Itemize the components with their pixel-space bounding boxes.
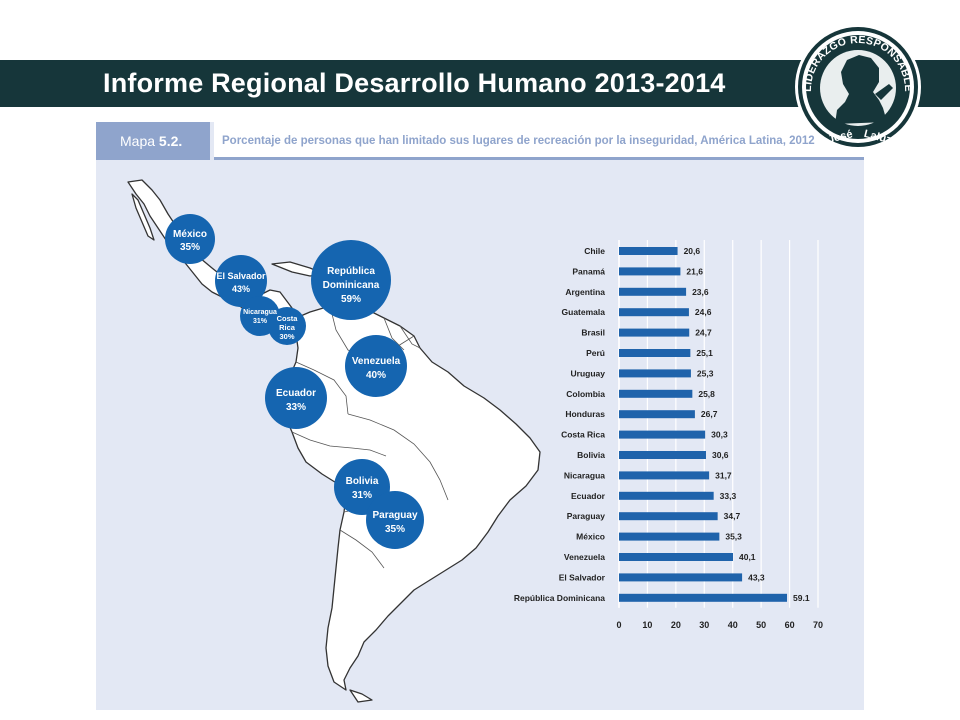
- bar: [619, 287, 687, 296]
- value-label: 33,3: [720, 491, 737, 501]
- category-label: El Salvador: [559, 572, 606, 582]
- value-label: 30,3: [711, 430, 728, 440]
- bar: [619, 573, 743, 582]
- category-label: Chile: [584, 246, 605, 256]
- bar: [619, 328, 690, 337]
- category-label: Brasil: [581, 328, 605, 338]
- tierra-del-fuego-shape: [349, 689, 373, 703]
- bubble-repdom-value: 59%: [341, 294, 361, 305]
- x-tick-label: 20: [671, 620, 681, 630]
- caption-box: [214, 122, 864, 160]
- category-label: Costa Rica: [561, 430, 605, 440]
- x-tick-label: 60: [785, 620, 795, 630]
- latin-america-map: México 35% El Salvador 43% Nicaragua 31%…: [127, 179, 541, 703]
- value-label: 25,1: [696, 348, 713, 358]
- map-tag-label: Mapa 5.2.: [120, 133, 182, 149]
- page-title: Informe Regional Desarrollo Humano 2013-…: [103, 68, 726, 98]
- value-label: 59.1: [793, 593, 810, 603]
- logo-name-left: José: [827, 128, 854, 146]
- bubble-ecuador-name: Ecuador: [276, 388, 316, 399]
- category-label: Honduras: [565, 409, 605, 419]
- value-label: 25,3: [697, 368, 714, 378]
- bar: [619, 430, 706, 439]
- baja-california-shape: [131, 193, 155, 241]
- x-tick-label: 40: [728, 620, 738, 630]
- bubble-venezuela-value: 40%: [366, 370, 386, 381]
- bubble-elsalvador-name: El Salvador: [216, 271, 266, 281]
- bubble-elsalvador-value: 43%: [232, 284, 250, 294]
- bar: [619, 410, 695, 419]
- bubble-costarica-value: 30%: [279, 332, 294, 341]
- category-label: Paraguay: [567, 511, 606, 521]
- category-label: Venezuela: [564, 552, 605, 562]
- bubble-ecuador-value: 33%: [286, 402, 306, 413]
- bubble-paraguay-name: Paraguay: [372, 510, 417, 521]
- map-tag-number: 5.2.: [158, 133, 183, 149]
- bar: [619, 471, 710, 480]
- bubble-nicaragua-name: Nicaragua: [243, 309, 277, 316]
- category-label: Argentina: [565, 287, 605, 297]
- bubble-mexico-value: 35%: [180, 242, 200, 253]
- value-label: 26,7: [701, 409, 718, 419]
- value-label: 30,6: [712, 450, 729, 460]
- category-label: Guatemala: [562, 307, 606, 317]
- category-label: Uruguay: [571, 368, 606, 378]
- x-tick-label: 50: [756, 620, 766, 630]
- bubble-bolivia-value: 31%: [352, 490, 372, 501]
- bubble-paraguay-value: 35%: [385, 524, 405, 535]
- bubble-costarica-name2: Rica: [279, 323, 296, 332]
- bar: [619, 389, 693, 398]
- x-tick-label: 10: [642, 620, 652, 630]
- bar: [619, 532, 720, 541]
- x-tick-label: 70: [813, 620, 823, 630]
- category-label: República Dominicana: [514, 593, 605, 603]
- bubble-bolivia-name: Bolivia: [346, 476, 379, 487]
- bar: [619, 369, 691, 378]
- value-label: 24,6: [695, 307, 712, 317]
- bubble-nicaragua-value: 31%: [253, 318, 268, 325]
- category-label: Panamá: [572, 266, 605, 276]
- bubble-mexico-name: México: [173, 229, 207, 240]
- value-label: 21,6: [686, 266, 703, 276]
- x-tick-label: 30: [699, 620, 709, 630]
- bar: [619, 267, 681, 276]
- category-label: Colombia: [566, 389, 605, 399]
- bar: [619, 553, 733, 561]
- category-label: Bolivia: [577, 450, 605, 460]
- bar: [619, 349, 691, 357]
- bubble-costarica-name1: Costa: [277, 314, 299, 323]
- bar: [619, 491, 714, 500]
- map-tag: [96, 122, 210, 160]
- bubble-venezuela-name: Venezuela: [352, 356, 401, 367]
- bar-chart: Chile Panamá Argentina Guatemala Brasil Perú U…: [514, 240, 823, 630]
- liderazgo-responsable-logo: LIDERAZGO RESPONSABLE José Laluz: [795, 24, 921, 150]
- value-label: 40,1: [739, 552, 756, 562]
- category-label: Perú: [586, 348, 605, 358]
- bar: [619, 247, 678, 255]
- bar: [619, 512, 718, 521]
- map-caption: Porcentaje de personas que han limitado …: [222, 135, 815, 147]
- value-label: 24,7: [695, 328, 712, 338]
- value-label: 35,3: [725, 532, 742, 542]
- bar: [619, 451, 706, 459]
- bar: [619, 308, 689, 317]
- value-label: 34,7: [724, 511, 741, 521]
- category-label: Nicaragua: [564, 470, 605, 480]
- bar: [619, 593, 788, 602]
- bubble-repdom-name1: República: [327, 266, 375, 277]
- bubble-repdom-name2: Dominicana: [323, 280, 380, 291]
- value-label: 20,6: [684, 246, 701, 256]
- category-label: México: [576, 532, 605, 542]
- category-label: Ecuador: [571, 491, 606, 501]
- value-label: 31,7: [715, 470, 732, 480]
- map-tag-prefix: Mapa: [120, 133, 156, 149]
- x-tick-label: 0: [616, 620, 621, 630]
- value-label: 23,6: [692, 287, 709, 297]
- value-label: 43,3: [748, 572, 765, 582]
- value-label: 25,8: [698, 389, 715, 399]
